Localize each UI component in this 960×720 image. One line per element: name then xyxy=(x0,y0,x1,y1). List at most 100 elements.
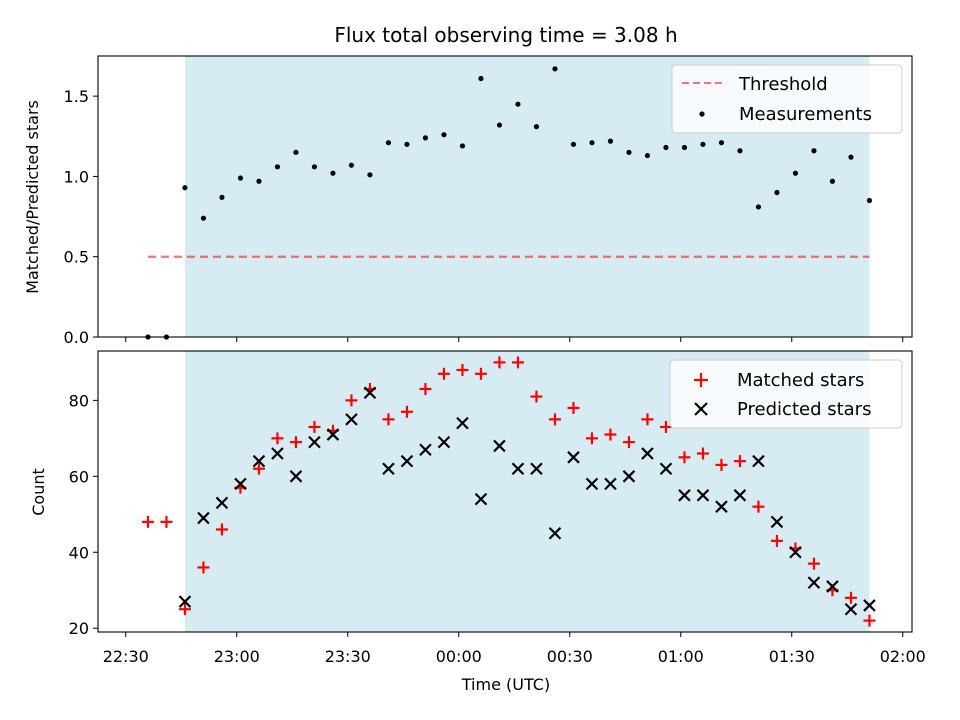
predicted-star-point xyxy=(474,492,488,506)
bottom-y-axis-label: Count xyxy=(29,468,48,516)
measurement-point xyxy=(293,149,299,155)
matched-star-point xyxy=(715,458,728,471)
measurement-point xyxy=(811,148,817,154)
measurement-point xyxy=(607,138,614,144)
matched-star-point xyxy=(400,405,413,418)
predicted-star-point xyxy=(252,454,266,468)
predicted-star-point xyxy=(789,545,802,559)
measurement-point xyxy=(496,122,503,128)
matched-star-point xyxy=(474,367,487,380)
predicted-star-point xyxy=(678,489,691,502)
legend-matched-label: Matched stars xyxy=(737,370,864,391)
matched-star-point xyxy=(863,614,876,627)
matched-star-point xyxy=(585,432,598,445)
legend-predicted-label: Predicted stars xyxy=(737,399,871,420)
predicted-star-point xyxy=(308,435,321,449)
x-tick-label: 23:00 xyxy=(214,647,260,666)
measurement-point xyxy=(570,141,577,147)
bottom-y-tick-label: 20 xyxy=(69,619,89,638)
matched-star-point xyxy=(567,401,580,414)
measurement-point xyxy=(626,149,632,155)
bottom-x-ticks: 22:30 23:00 23:30 00:00 00:30 01:00 01:30 02:00 xyxy=(103,632,926,666)
predicted-star-point xyxy=(641,447,654,460)
predicted-star-point xyxy=(733,489,747,502)
predicted-star-point xyxy=(289,470,303,483)
matched-star-point xyxy=(770,534,783,547)
legend-measurements-label: Measurements xyxy=(739,104,872,125)
measurement-point xyxy=(200,215,207,221)
measurement-point xyxy=(311,164,318,170)
measurement-point xyxy=(681,144,688,151)
measurement-point xyxy=(441,132,447,138)
predicted-star-point xyxy=(863,599,876,612)
measurement-point xyxy=(792,170,799,176)
measurement-point xyxy=(182,185,188,191)
bottom-y-tick-label: 40 xyxy=(69,543,89,562)
matched-star-point xyxy=(622,436,635,449)
matched-star-point xyxy=(178,603,191,616)
measurement-point xyxy=(459,143,466,149)
x-tick-label: 00:30 xyxy=(547,647,593,666)
matched-star-point xyxy=(844,591,857,604)
predicted-star-point xyxy=(807,576,821,589)
top-y-tick-label: 1.0 xyxy=(64,167,89,186)
x-tick-label: 23:30 xyxy=(325,647,371,666)
measurement-point xyxy=(256,178,262,184)
bottom-axes-frame xyxy=(97,350,913,633)
x-tick-label: 01:30 xyxy=(769,647,815,666)
measurement-point xyxy=(552,66,558,72)
top-legend: Threshold Measurements xyxy=(671,64,903,134)
matched-star-point xyxy=(733,455,746,468)
x-axis-label: Time (UTC) xyxy=(461,675,550,694)
measurement-point xyxy=(700,141,706,147)
predicted-star-point xyxy=(493,439,506,453)
measurement-point xyxy=(515,101,521,107)
matched-star-point xyxy=(456,363,469,376)
top-panel: 0.0 0.5 1.0 1.5 Matched/Predicted stars Thr… xyxy=(23,55,913,347)
measurement-point xyxy=(237,175,244,181)
measurement-point xyxy=(330,170,336,176)
bottom-y-ticks: 20 40 60 80 xyxy=(69,391,98,638)
measurement-point xyxy=(848,154,854,160)
matched-star-point xyxy=(197,561,210,574)
x-tick-label: 02:00 xyxy=(880,647,926,666)
top-y-axis-label: Matched/Predicted stars xyxy=(23,100,42,294)
predicted-star-point xyxy=(826,580,839,593)
matched-stars-series xyxy=(141,356,876,627)
measurement-point xyxy=(404,141,410,147)
top-y-tick-label: 0.0 xyxy=(64,328,89,347)
bottom-y-tick-label: 80 xyxy=(69,391,89,410)
predicted-star-point xyxy=(197,511,210,525)
measurements-series xyxy=(145,66,873,340)
predicted-star-point xyxy=(178,595,192,608)
x-tick-label: 22:30 xyxy=(103,647,149,666)
matched-star-point xyxy=(511,356,524,369)
measurement-point xyxy=(422,135,429,141)
matched-star-point xyxy=(345,394,358,407)
predicted-star-point xyxy=(604,477,617,491)
predicted-star-point xyxy=(400,454,414,468)
legend-threshold-label: Threshold xyxy=(738,74,828,95)
measurement-point xyxy=(718,140,725,146)
top-y-tick-label: 0.5 xyxy=(64,248,89,267)
matched-star-point xyxy=(696,447,709,460)
legend-matched-swatch xyxy=(694,373,708,387)
measurement-point xyxy=(755,204,762,210)
measurement-point xyxy=(737,148,743,154)
matched-star-point xyxy=(807,557,820,570)
matched-star-point xyxy=(530,390,543,403)
matched-star-point xyxy=(252,462,265,475)
measurement-point xyxy=(385,140,392,146)
predicted-star-point xyxy=(382,462,395,475)
matched-star-point xyxy=(215,523,228,536)
bottom-y-tick-label: 60 xyxy=(69,467,89,486)
measurement-point xyxy=(829,178,836,184)
matched-star-point xyxy=(752,500,765,513)
matched-star-point xyxy=(548,413,561,426)
matched-star-point xyxy=(604,428,617,441)
predicted-star-point xyxy=(215,496,229,510)
predicted-star-point xyxy=(622,470,636,483)
measurement-point xyxy=(533,124,540,130)
predicted-star-point xyxy=(548,526,562,540)
